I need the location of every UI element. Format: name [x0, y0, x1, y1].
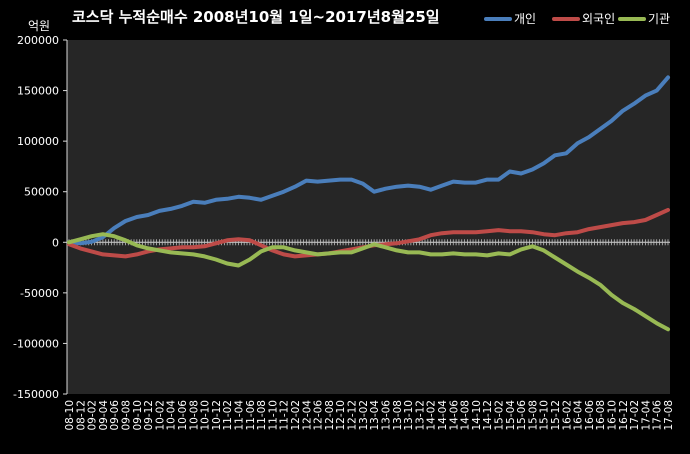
x-tick-label: 13-04 [369, 400, 381, 431]
plot-area [67, 40, 670, 394]
x-tick-label: 10-08 [188, 400, 200, 431]
x-tick-label: 11-08 [256, 400, 268, 431]
x-tick-label: 14-04 [437, 400, 449, 431]
x-tick-label: 09-04 [98, 400, 110, 431]
y-tick-label: 50000 [24, 186, 59, 199]
x-tick-label: 10-02 [154, 400, 166, 431]
x-tick-label: 09-08 [121, 400, 133, 431]
x-tick-label: 16-02 [561, 400, 573, 431]
x-tick-label: 12-12 [347, 400, 359, 431]
x-tick-label: 11-02 [222, 400, 234, 431]
x-tick-label: 09-02 [87, 400, 99, 431]
y-axis: 200000 150000 100000 50000 0 -50000 -100000 -15… [13, 34, 68, 401]
series-group [67, 75, 670, 332]
x-tick-label: 12-10 [335, 400, 347, 431]
x-tick-label: 08-10 [64, 400, 76, 431]
x-tick-label: 13-12 [414, 400, 426, 431]
x-tick-label: 12-08 [324, 400, 336, 431]
series-line-1 [67, 75, 670, 246]
y-tick-label: 150000 [17, 85, 59, 98]
x-tick-label: 17-02 [629, 400, 641, 431]
y-tick-label: -50000 [20, 287, 59, 300]
x-tick-label: 13-08 [392, 400, 404, 431]
y-tick-label: 0 [52, 236, 59, 249]
x-tick-label: 09-12 [143, 400, 155, 431]
x-tick-label: 12-06 [313, 400, 325, 431]
x-tick-label: 10-04 [166, 400, 178, 431]
x-tick-label: 10-12 [211, 400, 223, 431]
chart-title: 코스닥 누적순매수 2008년10월 1일~2017년8월25일 [72, 8, 440, 26]
y-tick-label: 100000 [17, 135, 59, 148]
x-tick-label: 14-10 [471, 400, 483, 431]
x-tick-label: 15-10 [539, 400, 551, 431]
series-line-3 [67, 232, 670, 332]
unit-label: 억원 [28, 19, 50, 33]
x-tick-label: 14-02 [426, 400, 438, 431]
x-tick-label: 14-12 [482, 400, 494, 431]
x-tick-label: 13-02 [358, 400, 370, 431]
x-tick-label: 15-04 [505, 400, 517, 431]
x-tick-label: 11-06 [245, 400, 257, 431]
x-tick-label: 14-06 [448, 400, 460, 431]
x-tick-label: 11-04 [234, 400, 246, 431]
legend-label-1: 개인 [514, 12, 536, 26]
x-tick-label: 09-06 [109, 400, 121, 431]
x-tick-label: 15-12 [550, 400, 562, 431]
y-tick-label: -100000 [13, 337, 59, 350]
y-tick-label: 200000 [17, 34, 59, 47]
x-tick-label: 15-06 [516, 400, 528, 431]
x-tick-label: 11-10 [267, 400, 279, 431]
x-tick-label: 14-08 [460, 400, 472, 431]
legend-label-3: 기관 [648, 12, 670, 26]
y-tick-label: -150000 [13, 388, 59, 401]
x-tick-label: 12-04 [301, 400, 313, 431]
x-tick-label: 09-10 [132, 400, 144, 431]
x-tick-label: 17-06 [652, 400, 664, 431]
x-tick-label: 16-08 [595, 400, 607, 431]
x-tick-label: 16-10 [606, 400, 618, 431]
x-tick-label: 13-06 [380, 400, 392, 431]
legend-label-2: 외국인 [582, 12, 615, 26]
x-tick-label: 12-02 [290, 400, 302, 431]
x-tick-label: 16-04 [573, 400, 585, 431]
x-tick-label: 15-08 [527, 400, 539, 431]
x-tick-label: 10-10 [200, 400, 212, 431]
x-tick-label: 15-02 [493, 400, 505, 431]
x-tick-label: 16-06 [584, 400, 596, 431]
x-tick-label: 17-04 [640, 400, 652, 431]
x-tick-label: 17-08 [663, 400, 675, 431]
x-tick-label: 16-12 [618, 400, 630, 431]
x-tick-label: 13-10 [403, 400, 415, 431]
x-tick-label: 10-06 [177, 400, 189, 431]
legend: 개인 외국인 기관 [484, 12, 670, 26]
x-tick-label: 08-12 [75, 400, 87, 431]
x-tick-label: 11-12 [279, 400, 291, 431]
